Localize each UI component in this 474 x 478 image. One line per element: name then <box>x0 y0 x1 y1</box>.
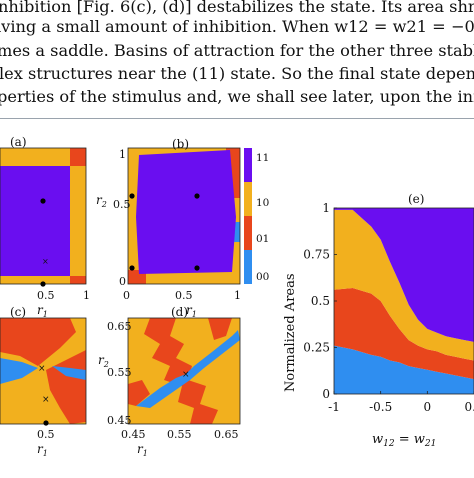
body-text: nhibition [Fig. 6(c), (d)] destabilizes … <box>0 0 474 112</box>
axes-frame <box>127 317 241 425</box>
fixed-point <box>129 265 135 271</box>
colorbar-label: 10 <box>256 197 269 209</box>
x-tick-label: 0.5 <box>37 289 55 302</box>
region-01 <box>70 148 86 166</box>
saddle-marker: × <box>42 395 50 405</box>
panel-d: × (d) 0.65 0.55 0.45 r2 0.45 0.55 0.65 r… <box>98 305 241 458</box>
figure: × (a) 0.5 1 r1 (b) 1 0.5 0 r2 0 0.5 1 r1… <box>0 122 474 474</box>
region-00 <box>136 330 240 408</box>
x-tick-label: 0.55 <box>167 428 192 441</box>
text-line: mes a saddle. Basins of attraction for t… <box>0 41 474 60</box>
text-line: perties of the stimulus and, we shall se… <box>0 87 474 106</box>
axes-frame <box>0 317 87 425</box>
region-00 <box>52 366 86 380</box>
area-series-01 <box>334 288 474 380</box>
tick-group: 0 0.25 0.5 0.75 1 -1 -0.5 0 0.5 <box>303 201 474 414</box>
colorbar-label: 11 <box>256 152 269 164</box>
colorbar-01 <box>244 216 252 250</box>
text-line: iving a small amount of inhibition. When… <box>0 17 474 36</box>
area-series-00 <box>334 345 474 394</box>
area-series-11 <box>334 208 474 342</box>
x-axis-label: r1 <box>137 442 148 458</box>
panel-a: × (a) 0.5 1 r1 <box>0 135 90 319</box>
x-axis-label: w12 = w21 <box>372 432 436 449</box>
y-axis-label: r2 <box>96 193 107 209</box>
y-tick-label: 0.5 <box>311 294 330 308</box>
fixed-point <box>40 281 46 287</box>
separator-rule <box>0 118 474 119</box>
panel-label: (e) <box>408 192 424 206</box>
region-01 <box>128 380 150 406</box>
y-tick-label: 1 <box>119 148 126 161</box>
colorbar-label: 01 <box>256 233 269 245</box>
x-tick-label: 0 <box>123 289 130 302</box>
x-tick-label: 1 <box>83 289 90 302</box>
x-tick-label: 0.5 <box>37 428 55 441</box>
panel-label: (b) <box>172 137 189 151</box>
text-line: lex structures near the (11) state. So t… <box>0 64 474 83</box>
fixed-point <box>194 193 200 199</box>
x-tick-label: -1 <box>328 400 340 414</box>
y-axis-label: Normalized Areas <box>283 273 298 392</box>
fixed-point <box>40 198 46 204</box>
region-10 <box>0 148 70 166</box>
saddle-marker: × <box>42 257 49 266</box>
y-tick-label: 0 <box>119 275 126 288</box>
colorbar: 11 10 01 00 <box>244 148 269 284</box>
axes-frame <box>127 147 241 285</box>
x-tick-label: 0 <box>424 400 432 414</box>
region-10 <box>0 276 70 284</box>
colorbar-00 <box>244 250 252 284</box>
y-tick-label: 0.5 <box>113 198 131 211</box>
y-tick-label: 0.55 <box>107 366 132 379</box>
y-tick-label: 0.45 <box>107 414 132 427</box>
x-tick-label: 0.5 <box>464 400 474 414</box>
region-11 <box>0 166 70 276</box>
y-tick-label: 0.75 <box>303 248 330 262</box>
saddle-marker: × <box>38 364 46 374</box>
y-tick-label: 0.65 <box>107 320 132 333</box>
y-axis-label: r2 <box>98 353 109 369</box>
x-tick-label: 0.65 <box>214 428 239 441</box>
figure-svg: × (a) 0.5 1 r1 (b) 1 0.5 0 r2 0 0.5 1 r1… <box>0 135 474 458</box>
y-tick-label: 0 <box>322 387 330 401</box>
panel-b: (b) 1 0.5 0 r2 0 0.5 1 r1 <box>96 137 241 319</box>
x-tick-label: -0.5 <box>369 400 392 414</box>
region-01 <box>144 318 218 424</box>
panel-label: (d) <box>171 305 188 319</box>
region-11 <box>136 150 236 274</box>
panel-label: (a) <box>10 135 27 149</box>
colorbar-11 <box>244 148 252 182</box>
fixed-point <box>129 193 135 199</box>
area-series-10 <box>334 209 474 361</box>
panel-e: 0 0.25 0.5 0.75 1 -1 -0.5 0 0.5 (e) Normalized A… <box>283 192 474 449</box>
fixed-point <box>194 265 200 271</box>
region-01 <box>0 318 76 366</box>
text-line: nhibition [Fig. 6(c), (d)] destabilizes … <box>0 0 474 16</box>
panel-label: (c) <box>10 305 26 319</box>
area-series-group <box>334 208 474 394</box>
colorbar-10 <box>244 182 252 216</box>
x-axis-label: r1 <box>37 303 48 319</box>
x-tick-label: 1 <box>234 289 241 302</box>
fixed-point <box>43 420 49 426</box>
y-tick-label: 0.25 <box>303 341 330 355</box>
x-axis-label: r1 <box>37 442 48 458</box>
x-axis-label: r1 <box>186 303 197 319</box>
saddle-marker: × <box>182 370 190 380</box>
colorbar-label: 00 <box>256 271 269 283</box>
region-00 <box>232 222 240 242</box>
region-01 <box>208 318 232 340</box>
region-01 <box>70 276 86 284</box>
x-tick-label: 0.45 <box>121 428 146 441</box>
panel-c: × × (c) 0.5 r1 <box>0 305 87 458</box>
y-tick-label: 1 <box>322 201 330 215</box>
region-10 <box>70 166 86 276</box>
x-tick-label: 0.5 <box>175 289 193 302</box>
region-00 <box>0 358 38 384</box>
